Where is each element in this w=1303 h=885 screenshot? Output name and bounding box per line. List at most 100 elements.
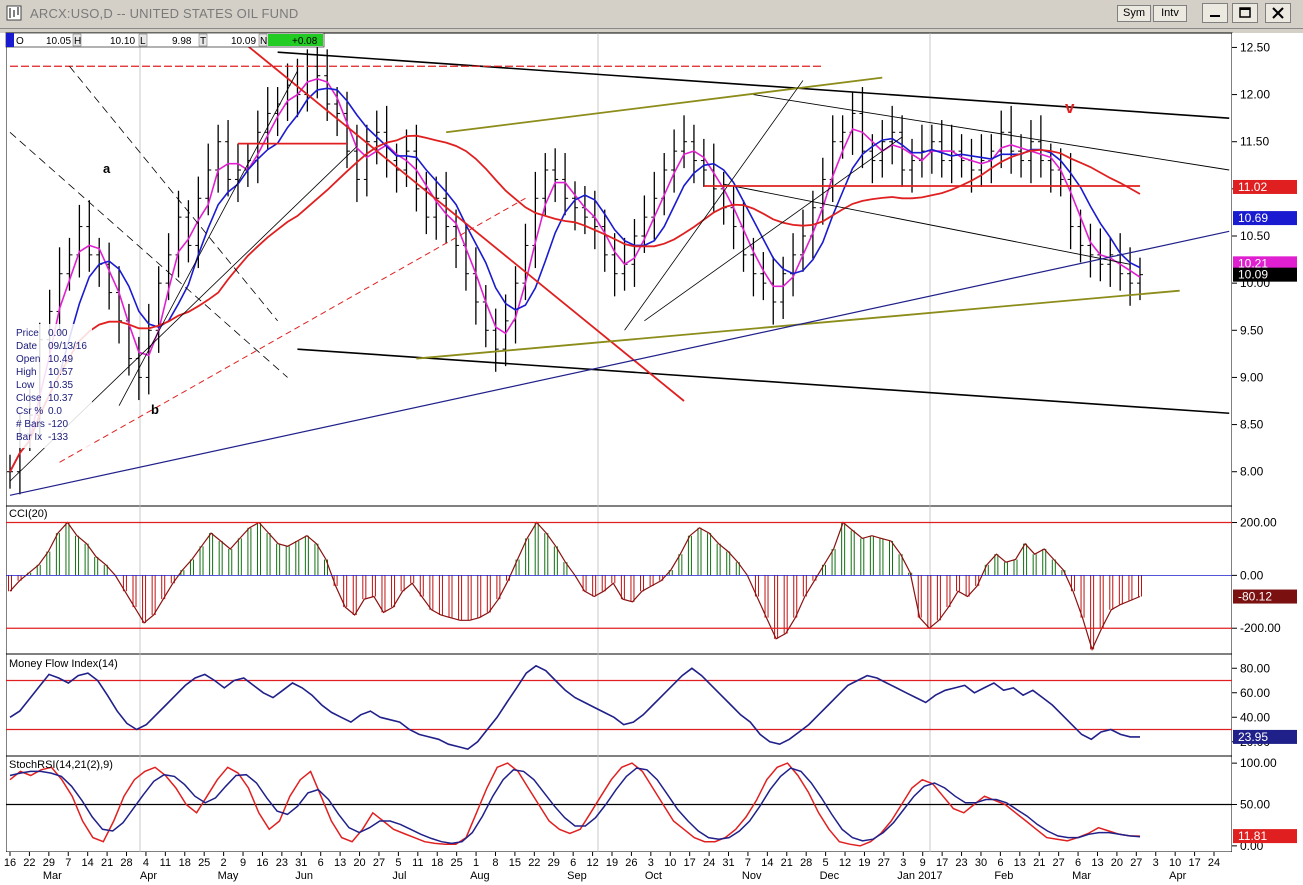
x-day-tick-label: 21 [101, 857, 113, 869]
axis-layer: 12.5012.0011.5011.0010.5010.009.509.008.… [4, 40, 1297, 882]
x-day-tick-label: 27 [373, 857, 385, 869]
price-bar [324, 49, 331, 121]
price-bar [601, 209, 608, 272]
price-bar [1008, 105, 1015, 174]
x-day-tick-label: 27 [1130, 857, 1142, 869]
data-window-value: -120 [48, 419, 68, 430]
x-day-tick-label: 29 [548, 857, 560, 869]
data-window-value: 0.0 [48, 406, 62, 417]
x-day-tick-label: 22 [528, 857, 540, 869]
x-day-tick-label: 6 [318, 857, 324, 869]
ohlc-n-badge [268, 34, 323, 46]
sym-button[interactable]: Sym [1117, 5, 1151, 22]
data-window-value: 10.49 [48, 354, 73, 365]
x-day-tick-label: 17 [1188, 857, 1200, 869]
ma-blue-line [9, 87, 1141, 473]
x-month-tick-label: Mar [43, 870, 62, 882]
cci-last-badge [1233, 589, 1297, 604]
price-bar [1137, 257, 1143, 301]
x-day-tick-label: 24 [703, 857, 715, 869]
mfi-title: Money Flow Index(14) [9, 658, 118, 670]
data-window-label: Price [16, 328, 39, 339]
mfi-last-badge-text: 23.95 [1238, 730, 1268, 744]
annotation-v: v [1065, 98, 1075, 117]
x-day-tick-label: 7 [745, 857, 751, 869]
data-window-label: Open [16, 354, 40, 365]
x-axis-area [0, 852, 1303, 885]
x-day-tick-label: 4 [143, 857, 149, 869]
minimize-icon[interactable] [1202, 3, 1228, 23]
price-bar [958, 134, 965, 178]
x-day-tick-label: 23 [276, 857, 288, 869]
chart-canvas[interactable]: 12.5012.0011.5011.0010.5010.009.509.008.… [0, 28, 1303, 885]
ohlc-n-label: N [260, 36, 267, 47]
price-bar [611, 233, 618, 297]
intv-button[interactable]: Intv [1153, 5, 1187, 22]
cci-panel [5, 505, 1233, 655]
price-bar [681, 115, 688, 169]
close-icon[interactable] [1265, 3, 1291, 23]
price-bar [1067, 153, 1074, 250]
price-value-badge-text: 10.21 [1238, 256, 1268, 270]
maximize-icon[interactable] [1232, 3, 1258, 23]
stoch-last-badge-text: 11.81 [1238, 829, 1267, 843]
x-day-tick-label: 7 [65, 857, 71, 869]
x-day-tick-label: 25 [198, 857, 210, 869]
x-day-tick-label: 27 [1053, 857, 1065, 869]
trendline-black-upper [277, 51, 1230, 119]
price-value-badge [1233, 256, 1297, 271]
price-bar [433, 176, 440, 240]
data-window-label: Date [16, 341, 38, 352]
x-month-tick-label: Jul [392, 870, 406, 882]
data-window-label: Bar Ix [16, 432, 42, 443]
cci-y-tick-label: 200.00 [1240, 516, 1277, 530]
cci-title: CCI(20) [9, 508, 48, 520]
trendline-black-fan1 [118, 70, 298, 406]
ohlc-t-label: T [200, 36, 206, 47]
price-bar [631, 219, 638, 287]
x-day-tick-label: 24 [1208, 857, 1220, 869]
x-month-tick-label: Dec [820, 870, 840, 882]
x-day-tick-label: 5 [823, 857, 829, 869]
title-bar: ARCX:USO,D -- UNITED STATES OIL FUND Sym… [0, 0, 1303, 29]
sym-button-label: Sym [1123, 7, 1145, 19]
stochrsi-title: StochRSI(14,21(2),9) [9, 759, 113, 771]
mfi-y-tick-label: 80.00 [1240, 661, 1270, 675]
x-day-tick-label: 13 [334, 857, 346, 869]
data-window-value: 10.37 [48, 393, 73, 404]
price-y-tick-label: 8.00 [1240, 465, 1264, 479]
x-day-tick-label: 6 [1075, 857, 1081, 869]
x-day-tick-label: 13 [1014, 857, 1026, 869]
price-bar [363, 124, 370, 197]
ohlc-o-label: O [16, 36, 24, 47]
price-value-badge [1233, 179, 1297, 194]
price-bar [403, 129, 410, 187]
ma-red-line [9, 134, 1141, 473]
price-bar [671, 129, 678, 193]
x-day-tick-label: 3 [900, 857, 906, 869]
trendline-dash-cross2 [69, 66, 278, 322]
price-bar [889, 105, 896, 165]
price-value-badge-text: 11.02 [1238, 180, 1267, 194]
ohlc-h-label: H [74, 36, 81, 47]
x-day-tick-label: 17 [936, 857, 948, 869]
x-day-tick-label: 20 [353, 857, 365, 869]
x-day-tick-label: 13 [1091, 857, 1103, 869]
stochrsi-slow-line [9, 767, 1141, 845]
data-window-label: High [16, 367, 37, 378]
x-month-tick-label: Oct [645, 870, 662, 882]
x-day-tick-label: 12 [839, 857, 851, 869]
x-month-tick-label: Jan 2017 [897, 870, 942, 882]
x-day-tick-label: 16 [256, 857, 268, 869]
x-day-tick-label: 6 [570, 857, 576, 869]
x-month-tick-label: Aug [470, 870, 490, 882]
annotation-b: b [151, 402, 159, 417]
price-bar [750, 237, 757, 297]
trendline-navy-long [9, 230, 1230, 496]
mfi-y-tick-label: 40.00 [1240, 710, 1270, 724]
data-window-value: 0.00 [48, 328, 68, 339]
price-bar [234, 143, 241, 203]
x-day-tick-label: 30 [975, 857, 987, 869]
x-day-tick-label: 9 [920, 857, 926, 869]
